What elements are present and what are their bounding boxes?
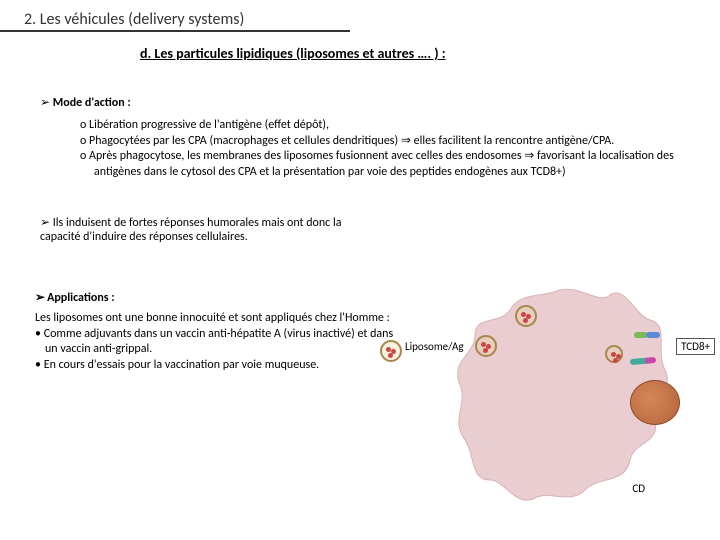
- mode-of-action: Mode d'action : Libération progressive d…: [40, 95, 690, 180]
- nucleus: [630, 380, 680, 425]
- induce-text: Ils induisent de fortes réponses humoral…: [40, 215, 360, 244]
- applications-block: Applications : Les liposomes ont une bon…: [35, 290, 405, 373]
- liposome-icon: [475, 335, 497, 357]
- title-underline: [0, 30, 350, 32]
- liposome-icon: [380, 340, 402, 362]
- subsection-title: d. Les particules lipidiques (liposomes …: [140, 45, 446, 62]
- mode-list: Libération progressive de l'antigène (ef…: [80, 118, 690, 180]
- applications-bullet: Comme adjuvants dans un vaccin anti-hépa…: [35, 327, 405, 358]
- liposome-icon: [605, 345, 623, 363]
- mode-heading: Mode d'action :: [40, 95, 690, 110]
- mode-item: Libération progressive de l'antigène (ef…: [80, 118, 690, 134]
- applications-bullet: En cours d'essais pour la vaccination pa…: [35, 358, 405, 374]
- cd-label: CD: [632, 482, 645, 495]
- mode-item: Après phagocytose, les membranes des lip…: [80, 149, 690, 180]
- mode-item: Phagocytées par les CPA (macrophages et …: [80, 134, 690, 150]
- section-title: 2. Les véhicules (delivery systems): [20, 10, 248, 29]
- induce-block: Ils induisent de fortes réponses humoral…: [40, 215, 360, 252]
- applications-intro: Les liposomes ont une bonne innocuité et…: [35, 311, 405, 327]
- cell-diagram: Liposome/Ag TCD8+ CD: [370, 240, 720, 540]
- applications-body: Les liposomes ont une bonne innocuité et…: [35, 311, 405, 373]
- receptor-icon: [634, 332, 660, 338]
- liposome-icon: [515, 305, 537, 327]
- liposome-label: Liposome/Ag: [405, 340, 464, 353]
- tcd8-label: TCD8+: [676, 338, 715, 355]
- applications-heading: Applications :: [35, 290, 405, 305]
